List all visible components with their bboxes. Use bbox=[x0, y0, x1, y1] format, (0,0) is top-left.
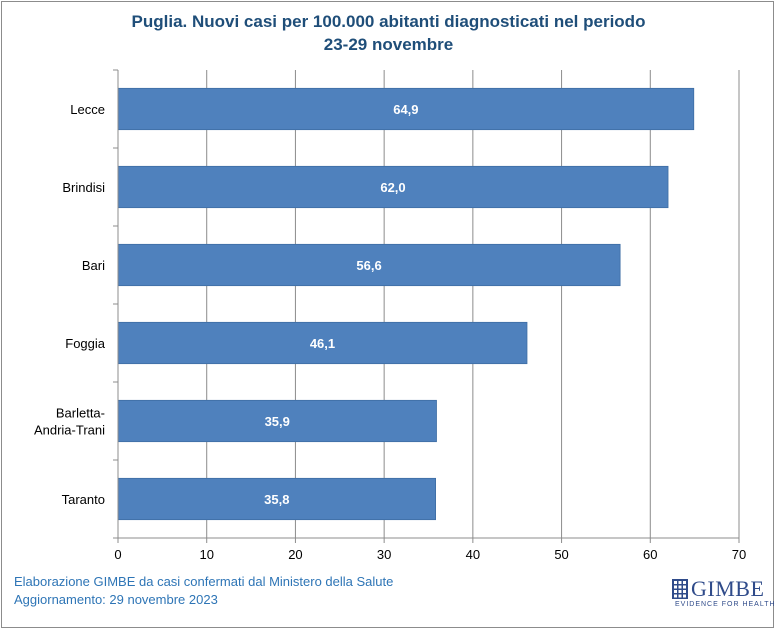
category-label-2: Bari bbox=[82, 258, 105, 273]
chart-title-line-1: Puglia. Nuovi casi per 100.000 abitanti … bbox=[131, 12, 646, 31]
x-tick-label-10: 10 bbox=[199, 547, 213, 562]
x-tick-label-20: 20 bbox=[288, 547, 302, 562]
gimbe-logo: GIMBE EVIDENCE FOR HEALTH bbox=[672, 576, 775, 612]
x-tick-label-0: 0 bbox=[114, 547, 121, 562]
x-tick-label-40: 40 bbox=[466, 547, 480, 562]
bar-2 bbox=[117, 243, 621, 287]
bar-1 bbox=[117, 165, 669, 209]
category-label-1: Brindisi bbox=[62, 180, 105, 195]
x-tick-label-70: 70 bbox=[732, 547, 746, 562]
footer-update: Aggiornamento: 29 novembre 2023 bbox=[14, 592, 218, 607]
x-tick-label-50: 50 bbox=[554, 547, 568, 562]
data-label-2: 56,6 bbox=[356, 258, 381, 273]
bar-3 bbox=[117, 321, 528, 365]
category-label-5: Taranto bbox=[62, 492, 105, 507]
data-label-3: 46,1 bbox=[310, 336, 335, 351]
gimbe-tagline: EVIDENCE FOR HEALTH bbox=[675, 601, 776, 608]
bar-4 bbox=[117, 399, 437, 443]
bar-5 bbox=[117, 477, 436, 521]
x-tick-label-30: 30 bbox=[377, 547, 391, 562]
gimbe-grid-icon bbox=[672, 579, 688, 599]
chart-title: Puglia. Nuovi casi per 100.000 abitanti … bbox=[0, 10, 777, 56]
chart-footer: Elaborazione GIMBE da casi confermati da… bbox=[14, 573, 393, 609]
bar-0 bbox=[117, 87, 695, 131]
gimbe-wordmark: GIMBE bbox=[691, 576, 765, 601]
x-tick-label-60: 60 bbox=[643, 547, 657, 562]
category-label-0: Lecce bbox=[70, 102, 105, 117]
category-label-3: Foggia bbox=[65, 336, 106, 351]
chart-title-line-2: 23-29 novembre bbox=[323, 35, 454, 54]
data-label-1: 62,0 bbox=[380, 180, 405, 195]
category-label-4: Barletta-Andria-Trani bbox=[34, 406, 105, 438]
data-label-0: 64,9 bbox=[393, 102, 418, 117]
footer-source: Elaborazione GIMBE da casi confermati da… bbox=[14, 574, 394, 589]
data-label-5: 35,8 bbox=[264, 492, 289, 507]
data-label-4: 35,9 bbox=[265, 414, 290, 429]
